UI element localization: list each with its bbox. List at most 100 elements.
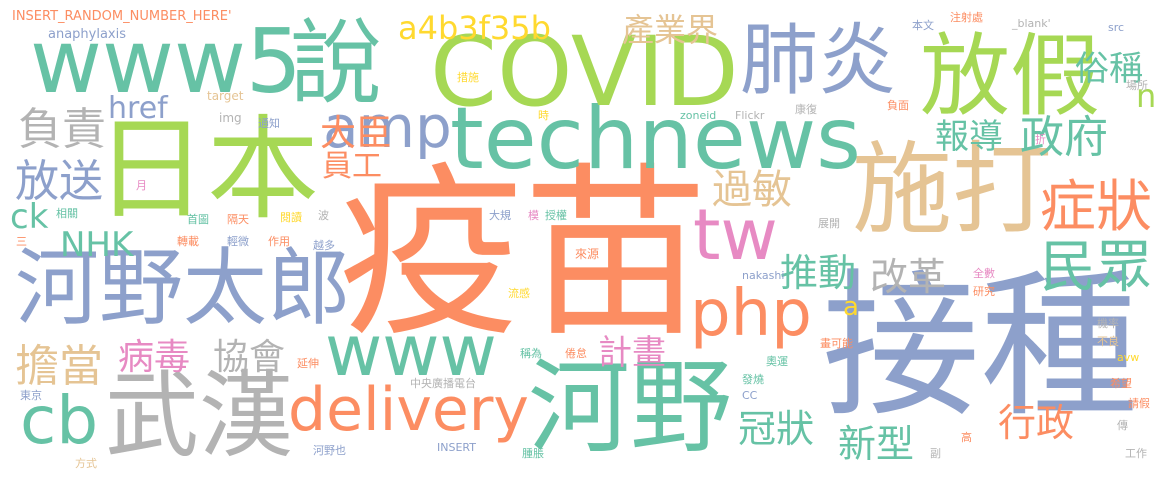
word-yuedu: 閱讀 [280, 211, 302, 224]
word-tongzhi: 通知 [258, 117, 280, 130]
word-insert-random: INSERT_RANDOM_NUMBER_HERE' [12, 9, 232, 24]
word-n: n [1136, 77, 1157, 115]
word-minzhong: 民眾 [1040, 235, 1152, 300]
word-yueduo: 越多 [313, 239, 335, 252]
word-chengwei: 稱為 [520, 347, 542, 360]
word-vaccine: 疫苗 [338, 146, 708, 362]
word-heyeye: 河野也 [313, 444, 346, 457]
word-blank: _blank' [1012, 17, 1051, 30]
word-avw: avw [1117, 351, 1140, 364]
word-yuangong: 員工 [322, 149, 382, 184]
word-kangfu: 康復 [795, 103, 817, 116]
word-shuo: 說 [290, 10, 383, 117]
word-img: img [219, 111, 242, 125]
word-fangsong: 放送 [15, 156, 103, 207]
word-aoyun: 奧運 [766, 355, 788, 368]
word-guanzhuang: 冠狀 [738, 407, 815, 451]
word-zoneid: zoneid [680, 109, 717, 122]
word-php: php [690, 277, 812, 351]
word-chuan: 傳 [1117, 419, 1128, 432]
word-changsuo: 場所 [1126, 79, 1148, 92]
word-zhengzhuang: 症狀 [1040, 175, 1152, 240]
word-ck: ck [10, 197, 49, 237]
word-insert: INSERT [437, 441, 476, 454]
word-benwen: 本文 [912, 19, 934, 32]
word-dongjing: 東京 [20, 389, 42, 402]
word-yanshen: 延伸 [297, 357, 319, 370]
word-fu: 副 [930, 447, 941, 460]
word-zhankai: 展開 [818, 217, 840, 230]
word-fangjia: 放假 [920, 24, 1100, 129]
word-dagui: 大規 [489, 209, 511, 222]
word-wuhan: 武漢 [105, 362, 294, 471]
word-chanyejie: 產業界 [622, 11, 719, 49]
word-gaige: 改革 [870, 255, 947, 299]
word-anaphylaxis: anaphylaxis [48, 27, 127, 42]
word-src: src [1108, 21, 1125, 34]
word-huakeneng: 畫可能 [820, 337, 853, 350]
word-baodao: 報導 [935, 117, 1003, 157]
word-heyetailang: 河野太郎 [15, 239, 352, 337]
word-mo: 模 [528, 209, 539, 222]
word-qingjia: 請假 [1128, 397, 1150, 410]
word-cc: CC [742, 389, 758, 402]
word-shouquan: 授權 [545, 209, 567, 222]
word-zuoyong: 作用 [268, 235, 290, 248]
word-yue: 月 [136, 179, 147, 192]
word-a4b3f35b: a4b3f35b [398, 9, 551, 47]
word-technews: technews [450, 89, 861, 189]
word-zhongyang: 中央廣播電台 [410, 377, 476, 390]
word-suchen: 俗稱 [1075, 49, 1143, 89]
word-cb: cb [20, 382, 99, 459]
word-getian: 隔天 [227, 213, 249, 226]
word-gongzuo: 工作 [1125, 447, 1147, 460]
word-shoutu: 首圖 [187, 213, 209, 226]
word-zhongzhang: 腫脹 [522, 447, 544, 460]
word-covid: COVID [430, 16, 739, 128]
word-guomin: 過敏 [712, 167, 792, 213]
word-yanjiu: 研究 [973, 285, 995, 298]
word-xiwang: 希望 [1110, 377, 1132, 390]
word-jiezhong: 接種 [822, 255, 1138, 439]
word-bingdu: 病毒 [118, 337, 191, 378]
word-shida: 施打 [852, 131, 1052, 248]
word-jilv: 機率 [1097, 317, 1119, 330]
word-fangshi: 方式 [75, 457, 97, 470]
word-www5: www5 [30, 10, 302, 113]
word-xiehui: 協會 [213, 337, 286, 378]
word-xingzheng: 行政 [998, 401, 1075, 445]
word-a: a [843, 292, 859, 322]
word-feiyan: 肺炎 [740, 16, 897, 106]
word-xinxing: 新型 [838, 422, 915, 466]
word-nhk: NHK [60, 225, 134, 265]
word-dandang: 擔當 [15, 341, 103, 392]
word-qingwei: 輕微 [227, 235, 249, 248]
word-liugan: 流感 [508, 287, 530, 300]
word-buliang: 不良 [1097, 335, 1119, 348]
word-fumian: 負面 [887, 99, 909, 112]
word-flickr: Flickr [735, 109, 765, 122]
word-laiyuan: 來源 [575, 247, 600, 261]
word-shi: 時 [538, 109, 549, 122]
word-amp: amp [323, 93, 452, 161]
word-dachen: 大臣 [320, 113, 393, 154]
word-zhe: 折 [1035, 133, 1046, 146]
word-fuze: 負責 [18, 104, 106, 155]
word-tw: tw [693, 194, 778, 276]
word-cuoshi: 措施 [457, 71, 479, 84]
word-heye: 河野 [528, 349, 732, 468]
word-bo: 波 [318, 209, 329, 222]
word-fashao: 發燒 [742, 373, 764, 386]
word-www: www [325, 310, 497, 392]
word-tuidong: 推動 [780, 251, 857, 295]
word-target: target [207, 89, 244, 103]
word-xiangguan: 相關 [56, 207, 78, 220]
word-delivery: delivery [288, 375, 529, 445]
word-gao: 高 [961, 431, 972, 444]
word-zhushechu: 注射處 [950, 11, 983, 24]
word-quanshu: 全數 [973, 267, 995, 280]
word-san: 三 [16, 235, 27, 248]
word-jihua: 計畫 [598, 333, 666, 373]
word-zhuanzai: 轉載 [177, 235, 199, 248]
